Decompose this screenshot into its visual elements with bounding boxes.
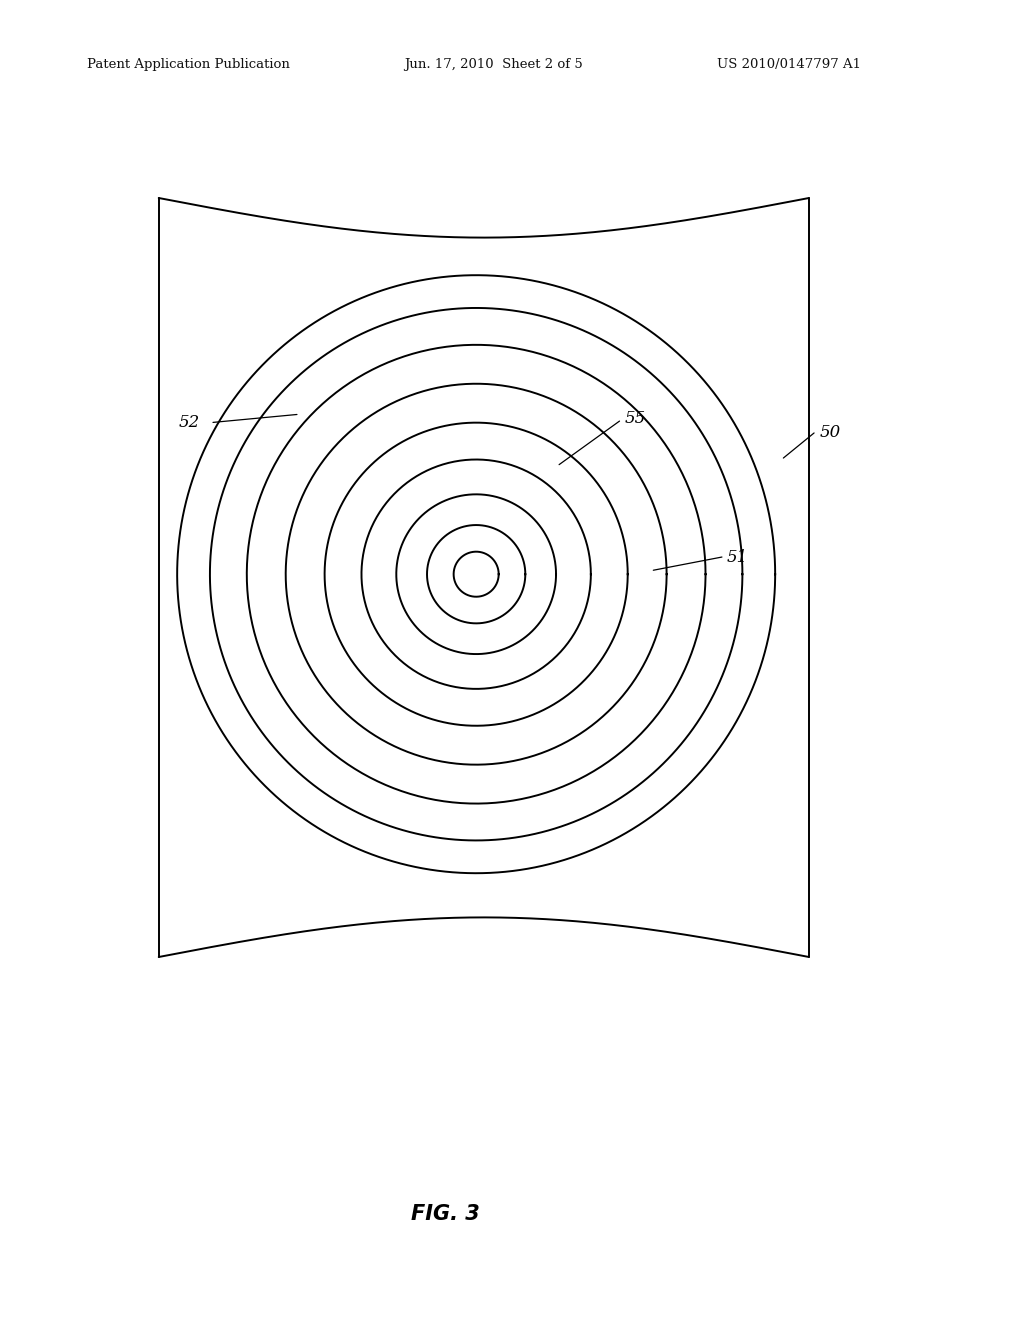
Text: 51: 51 bbox=[727, 549, 749, 565]
Text: US 2010/0147797 A1: US 2010/0147797 A1 bbox=[717, 58, 861, 71]
Text: 50: 50 bbox=[819, 425, 841, 441]
Text: Patent Application Publication: Patent Application Publication bbox=[87, 58, 290, 71]
Text: 52: 52 bbox=[178, 414, 200, 430]
Text: 55: 55 bbox=[625, 411, 646, 426]
Text: Jun. 17, 2010  Sheet 2 of 5: Jun. 17, 2010 Sheet 2 of 5 bbox=[404, 58, 584, 71]
Text: FIG. 3: FIG. 3 bbox=[411, 1204, 480, 1225]
